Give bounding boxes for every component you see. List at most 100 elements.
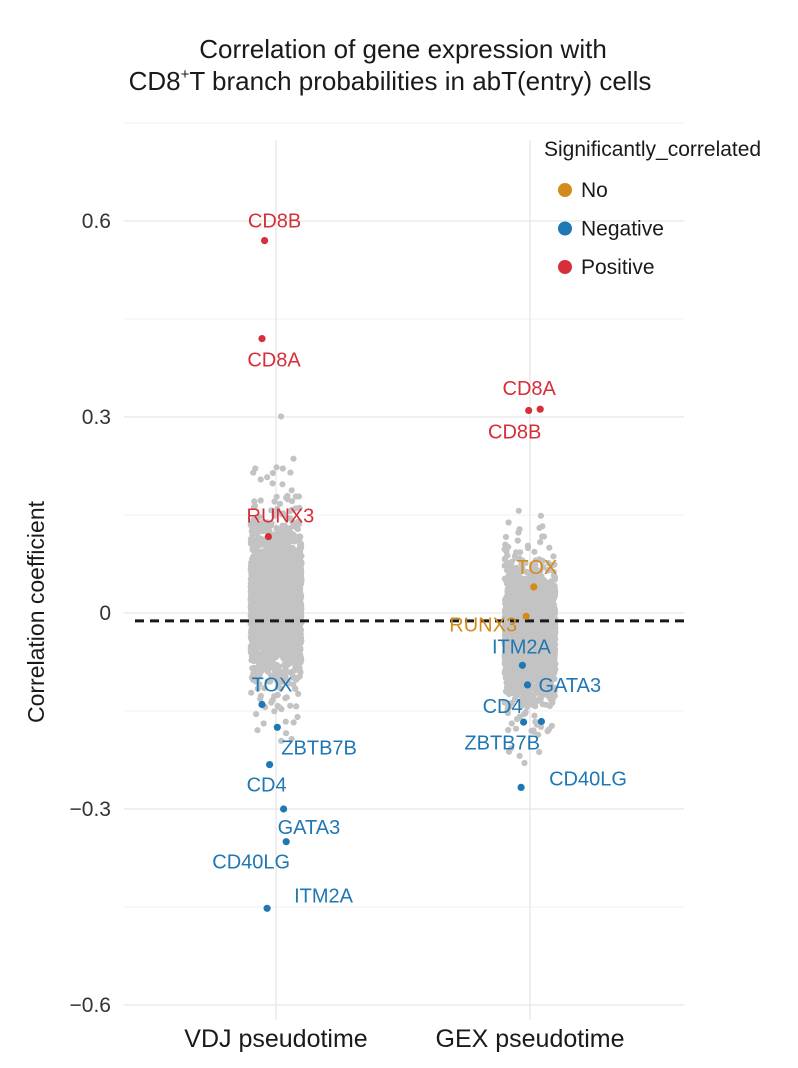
background-point — [270, 588, 277, 595]
background-point — [294, 713, 301, 721]
background-point — [248, 586, 255, 593]
background-point — [276, 632, 283, 639]
background-point — [514, 537, 521, 544]
y-tick-label: 0 — [99, 602, 111, 625]
background-point — [281, 609, 288, 616]
background-point — [524, 544, 532, 552]
background-point — [295, 690, 302, 698]
background-point — [257, 476, 264, 483]
background-point — [521, 759, 528, 767]
background-point — [289, 535, 296, 542]
background-point — [257, 541, 264, 549]
background-point — [271, 498, 278, 505]
background-point — [508, 720, 515, 727]
background-point — [279, 481, 286, 488]
background-point — [248, 536, 255, 543]
background-point — [297, 600, 304, 608]
background-point — [249, 631, 256, 639]
background-point — [274, 691, 281, 699]
background-point — [502, 666, 509, 674]
background-point — [502, 533, 509, 541]
background-point — [283, 534, 290, 541]
background-point — [531, 712, 538, 719]
background-point — [277, 560, 284, 567]
background-point — [530, 702, 537, 709]
background-point — [297, 668, 304, 675]
chart-title-suffix: T branch probabilities in abT(entry) cel… — [189, 66, 651, 96]
background-point — [255, 549, 262, 556]
grid-lines — [124, 122, 684, 1020]
background-point — [264, 474, 271, 481]
background-points — [247, 413, 559, 767]
background-point — [503, 548, 510, 555]
background-point — [292, 636, 300, 643]
background-point — [283, 655, 290, 663]
background-point — [256, 513, 263, 521]
background-point — [258, 663, 265, 670]
y-tick-label: −0.3 — [70, 798, 111, 821]
background-point — [295, 577, 302, 585]
background-point — [282, 718, 289, 725]
background-point — [274, 684, 281, 691]
background-point — [510, 586, 517, 593]
background-point — [267, 621, 274, 629]
y-tick-label: 0.6 — [82, 210, 111, 233]
background-point — [287, 469, 294, 476]
background-point — [266, 653, 273, 660]
background-point — [297, 627, 304, 634]
background-point — [532, 718, 539, 725]
background-point — [293, 703, 300, 710]
background-point — [270, 598, 277, 605]
background-point — [509, 578, 516, 585]
background-point — [287, 515, 294, 522]
background-point — [269, 480, 276, 487]
background-point — [253, 637, 261, 644]
background-point — [263, 541, 270, 548]
background-point — [512, 725, 520, 732]
background-point — [273, 464, 280, 471]
background-point — [272, 647, 279, 655]
background-point — [269, 697, 276, 704]
background-point — [504, 560, 511, 567]
y-tick-label: −0.6 — [70, 994, 111, 1017]
background-point — [287, 702, 294, 709]
background-point — [290, 455, 297, 462]
background-point — [292, 685, 299, 692]
background-point — [288, 589, 295, 597]
background-point — [262, 645, 269, 653]
background-point — [537, 539, 544, 546]
background-point — [522, 710, 529, 717]
background-point — [295, 561, 302, 568]
background-point — [531, 548, 538, 555]
background-point — [540, 533, 548, 540]
background-point — [501, 607, 508, 614]
background-point — [263, 602, 270, 609]
background-point — [531, 691, 538, 698]
background-point — [249, 596, 256, 603]
background-point — [290, 719, 297, 726]
background-point — [257, 497, 264, 504]
background-point — [286, 565, 293, 573]
background-point — [273, 525, 280, 532]
background-point — [278, 413, 285, 420]
background-point — [274, 540, 281, 548]
background-point — [253, 571, 260, 578]
background-point — [503, 580, 510, 587]
background-point — [258, 586, 266, 593]
background-point — [275, 679, 283, 686]
background-point — [261, 626, 268, 633]
background-point — [504, 588, 511, 595]
background-point — [281, 525, 288, 532]
background-point — [283, 730, 290, 737]
background-point — [271, 626, 278, 633]
background-point — [278, 706, 285, 713]
background-point — [287, 529, 294, 536]
background-point — [292, 568, 299, 575]
background-point — [286, 554, 293, 562]
background-point — [516, 526, 523, 533]
background-point — [253, 711, 260, 718]
background-point — [255, 596, 262, 603]
background-point — [515, 507, 522, 514]
background-point — [296, 590, 303, 597]
background-point — [284, 492, 291, 500]
